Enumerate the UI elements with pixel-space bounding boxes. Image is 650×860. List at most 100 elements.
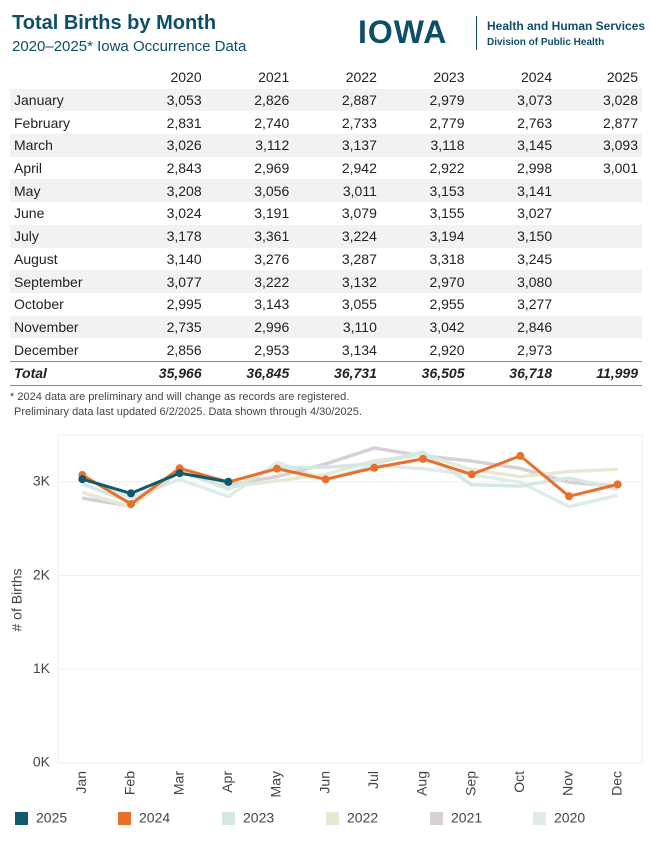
value-cell: 3,079 (341, 205, 377, 222)
value-cell: 2,920 (429, 341, 465, 358)
value-cell: 3,224 (341, 228, 377, 245)
legend-label: 2024 (139, 810, 170, 826)
value-cell: 3,134 (341, 341, 377, 358)
month-cell: October (14, 296, 64, 313)
value-cell: 3,026 (166, 137, 202, 154)
value-cell: 2,955 (429, 296, 465, 313)
value-cell: 3,093 (602, 137, 638, 154)
y-tick-label: 0K (33, 754, 51, 770)
value-cell: 3,155 (429, 205, 465, 222)
total-cell: 35,966 (118, 360, 206, 386)
header-row: 2020 2021 2022 2023 2024 2025 (10, 66, 642, 89)
chart: # of Births 0K 1K 2K 3K Jan Feb Mar Apr May Jun Ju… (9, 434, 643, 826)
value-cell: 3,027 (517, 205, 553, 222)
value-cell: 2,998 (517, 160, 553, 177)
value-cell: 3,178 (166, 228, 202, 245)
total-label: Total (10, 360, 118, 386)
value-cell: 2,979 (429, 92, 465, 109)
value-cell: 2,826 (254, 92, 290, 109)
y-tick-label: 3K (33, 473, 51, 489)
month-cell: May (14, 182, 41, 199)
note: Preliminary data last updated 6/2/2025. … (14, 406, 362, 418)
legend-label: 2025 (36, 810, 67, 826)
value-cell: 3,277 (517, 296, 553, 313)
header-cell: 2025 (606, 69, 638, 86)
value-cell: 3,287 (341, 250, 377, 267)
x-tick-label: Jan (73, 771, 89, 794)
total-row: Total 35,966 36,845 36,731 36,505 36,718 11,99… (10, 360, 642, 386)
value-cell: 2,779 (429, 114, 465, 131)
value-cell: 2,763 (517, 114, 553, 131)
value-cell: 2,887 (341, 92, 377, 109)
value-cell (556, 179, 642, 202)
legend-swatch (222, 812, 235, 825)
value-cell: 3,245 (517, 250, 553, 267)
org: Health and Human Services (487, 19, 646, 33)
header-cell: 2022 (345, 69, 377, 86)
point (516, 451, 525, 460)
y-axis-title: # of Births (9, 568, 25, 631)
series-line (81, 471, 229, 495)
value-cell: 2,846 (517, 318, 553, 335)
value-cell: 2,831 (166, 114, 202, 131)
point (419, 454, 427, 463)
point (321, 475, 330, 484)
x-tick-label: Nov (560, 771, 576, 796)
x-tick-label: May (268, 771, 284, 797)
value-cell (556, 338, 642, 361)
value-cell (556, 225, 642, 248)
row: October 2,995 3,143 3,055 2,955 3,277 (10, 293, 642, 316)
y-tick-label: 2K (33, 566, 51, 582)
value-cell: 3,028 (602, 92, 638, 109)
value-cell: 3,011 (342, 182, 377, 199)
row: December 2,856 2,953 3,134 2,920 2,973 (10, 338, 642, 361)
division: Division of Public Health (487, 37, 605, 48)
logo: IOWA (358, 14, 448, 50)
x-tick-label: Aug (414, 771, 430, 796)
point (127, 500, 135, 509)
value-cell: 3,118 (430, 137, 465, 154)
header-cell: 2021 (258, 69, 290, 86)
x-tick-label: Feb (122, 771, 138, 795)
value-cell: 2,856 (166, 341, 202, 358)
value-cell: 3,361 (254, 228, 290, 245)
point (613, 480, 622, 489)
row: February 2,831 2,740 2,733 2,779 2,763 2,877 (10, 111, 642, 134)
value-cell (556, 248, 642, 271)
value-cell (556, 270, 642, 293)
divider (476, 16, 477, 50)
point (370, 463, 379, 472)
value-cell: 3,055 (341, 296, 377, 313)
row: June 3,024 3,191 3,079 3,155 3,027 (10, 202, 642, 225)
x-tick-label: Apr (219, 771, 235, 793)
row: July 3,178 3,361 3,224 3,194 3,150 (10, 224, 642, 248)
value-cell: 3,001 (602, 160, 638, 177)
value-cell: 2,973 (517, 341, 553, 358)
value-cell: 3,222 (254, 273, 290, 290)
value-cell: 3,276 (254, 250, 290, 267)
point (224, 477, 233, 486)
month-cell: June (14, 205, 45, 222)
value-cell: 2,942 (341, 160, 377, 177)
value-cell: 3,208 (166, 182, 202, 199)
value-cell: 3,318 (429, 250, 465, 267)
total-cell: 36,731 (293, 360, 381, 386)
value-cell: 3,132 (341, 273, 377, 290)
row: April 2,843 2,969 2,942 2,922 2,998 3,001 (10, 157, 642, 180)
month-cell: November (14, 318, 79, 335)
total-cell: 11,999 (556, 360, 642, 386)
value-cell: 3,143 (254, 296, 290, 313)
value-cell: 3,194 (429, 228, 465, 245)
point (175, 469, 184, 478)
value-cell: 2,740 (254, 114, 290, 131)
month-cell: July (14, 228, 39, 245)
row: September 3,077 3,222 3,132 2,970 3,080 (10, 270, 642, 293)
header-cell: 2020 (170, 69, 202, 86)
x-tick-label: Dec (608, 771, 624, 796)
series-line (82, 446, 618, 508)
total-cell: 36,718 (468, 360, 557, 386)
x-tick-label: Jul (365, 771, 381, 789)
legend-label: 2023 (243, 810, 274, 826)
y-tick-label: 1K (33, 660, 51, 676)
value-cell: 3,073 (517, 92, 553, 109)
